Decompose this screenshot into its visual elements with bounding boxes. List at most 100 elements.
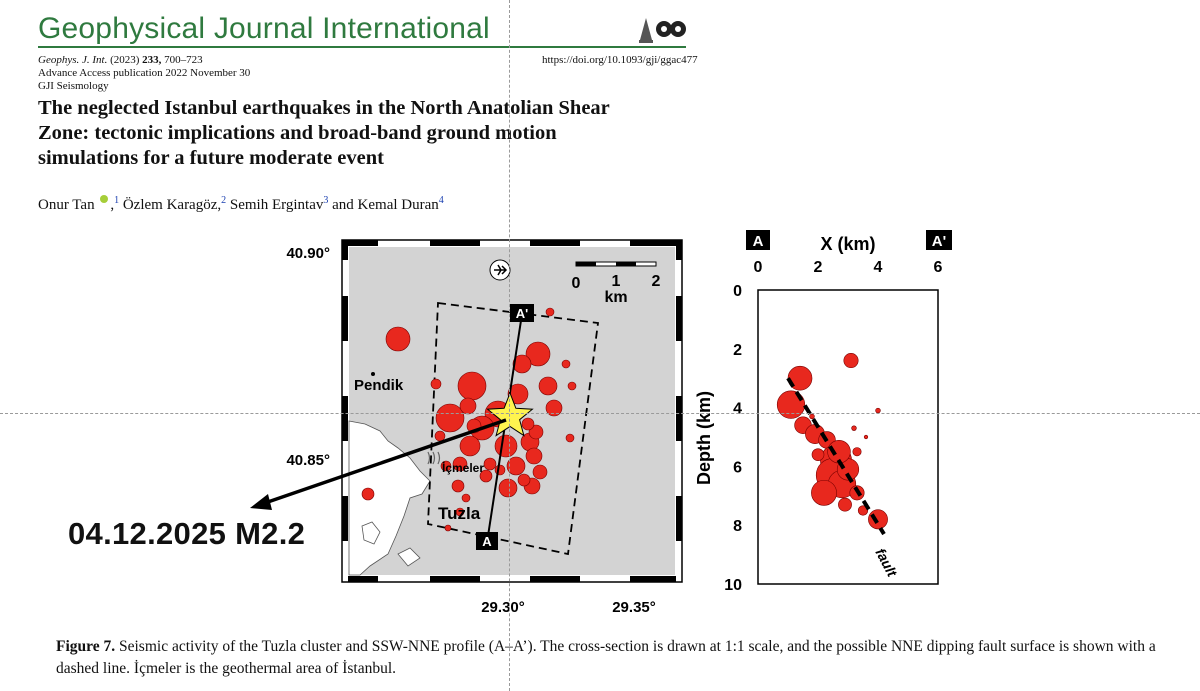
profile-swath: [427, 301, 600, 556]
paper-title: The neglected Istanbul earthquakes in th…: [38, 96, 698, 171]
section-label-right: A': [932, 233, 946, 250]
y-tick-label: 6: [733, 459, 742, 476]
affiliation-ref[interactable]: 4: [438, 195, 444, 206]
x-tick-labels: 0 2 4 6: [754, 259, 943, 276]
map-event-marker: [361, 487, 375, 501]
scale-tick-label: 2: [652, 273, 661, 290]
map-event-marker: [521, 417, 535, 431]
map-event-marker: [455, 507, 465, 517]
depth-cross-section: A A' X (km) 0 2 4 6 0 2 4 6 8 10 Depth (…: [694, 230, 952, 594]
citation-line: Geophys. J. Int. (2023) 233, 700–723: [38, 53, 203, 68]
map-event-marker: [498, 478, 518, 498]
annotation-arrow: [250, 418, 507, 510]
author-name[interactable]: Özlem Karagöz,: [122, 197, 222, 213]
section-label-left: A: [753, 233, 764, 250]
scale-bar: 0 1 2 km: [572, 261, 661, 306]
header-rule: [38, 46, 686, 48]
author-list: Onur Tan ,1 Özlem Karagöz,2 Semih Ergint…: [38, 195, 444, 213]
section-label-box: [926, 230, 952, 250]
place-label-tuzla: Tuzla: [438, 504, 481, 523]
section-event-marker: [868, 509, 888, 530]
map-event-marker: [538, 376, 558, 396]
section-event-marker: [838, 497, 852, 512]
journal-logo-icon: [639, 18, 686, 43]
section-ylabel: Depth (km): [694, 391, 714, 485]
crosshair-horizontal: [0, 413, 1200, 414]
citation-journal: Geophys. J. Int.: [38, 54, 108, 66]
affiliation-ref[interactable]: 1: [114, 195, 120, 206]
orcid-icon[interactable]: [100, 195, 109, 203]
scale-tick-label: 0: [572, 275, 581, 292]
title-line: simulations for a future moderate event: [38, 147, 384, 169]
y-tick-labels: 0 2 4 6 8 10: [724, 283, 742, 594]
map-event-marker: [457, 371, 487, 401]
map-event-marker: [567, 381, 577, 391]
map-event-marker: [528, 424, 544, 440]
place-label-pendik: Pendik: [354, 377, 404, 394]
profile-end-box: [510, 304, 534, 322]
doi-link[interactable]: https://doi.org/10.1093/gji/ggac477: [542, 54, 698, 66]
section-event-marker: [811, 479, 837, 506]
y-tick-label: 4: [733, 401, 742, 418]
x-tick-label: 4: [874, 259, 883, 276]
figure-caption: Figure 7. Seismic activity of the Tuzla …: [56, 636, 1166, 680]
y-tick-label: 10: [724, 577, 742, 594]
map-event-marker: [517, 473, 531, 487]
map-event-marker: [459, 397, 477, 415]
profile-start-label: A: [482, 534, 492, 549]
y-tick-label: 2: [733, 342, 742, 359]
map-event-marker: [435, 403, 465, 433]
journal-name: Geophysical Journal International: [38, 12, 490, 45]
section-event-marker: [852, 447, 862, 457]
fault-line: [786, 377, 886, 536]
map-event-marker: [545, 399, 563, 417]
caption-text: Seismic activity of the Tuzla cluster an…: [56, 638, 1156, 677]
affiliation-ref[interactable]: 3: [323, 195, 329, 206]
journal-section: GJI Seismology: [38, 80, 109, 92]
coastline: [397, 547, 421, 567]
map-event-marker: [507, 383, 529, 405]
map-event-marker: [525, 447, 543, 465]
citation-volume: 233,: [142, 54, 162, 66]
x-tick-label: 6: [934, 259, 943, 276]
citation-pages: 700–723: [164, 54, 203, 66]
section-frame: [757, 289, 939, 585]
section-label-box: [746, 230, 770, 250]
map-event-marker: [545, 307, 555, 317]
lat-label: 40.85°: [286, 452, 330, 469]
map-event-marker: [483, 457, 497, 471]
geothermal-icon: [427, 451, 441, 465]
map-event-marker: [430, 378, 442, 390]
author-name[interactable]: Semih Ergintav: [229, 197, 324, 213]
scale-tick-label: 1: [612, 273, 621, 290]
section-event-marker: [843, 353, 859, 369]
frame-ticks: [342, 240, 682, 582]
profile-start-box: [476, 532, 498, 550]
mainshock-star-icon: [486, 391, 534, 437]
section-event-marker: [863, 434, 869, 440]
caption-label: Figure 7.: [56, 638, 116, 655]
map-event-marker: [459, 435, 481, 457]
map-event-marker: [451, 479, 465, 493]
map-event-marker: [525, 341, 551, 367]
map-event-marker: [452, 456, 468, 472]
crosshair-vertical: [509, 0, 510, 691]
author-name[interactable]: Onur Tan: [38, 197, 95, 213]
map-event-marker: [461, 493, 471, 503]
seismicity-map: 0 1 2 km A' A Pendik İçmeler Tuzla 40.90…: [286, 239, 683, 616]
section-event-marker: [857, 505, 869, 516]
title-line: The neglected Istanbul earthquakes in th…: [38, 97, 610, 119]
map-event-marker: [444, 524, 452, 532]
section-event-marker: [809, 413, 815, 420]
profile-end-label: A': [516, 306, 528, 321]
map-event-marker: [479, 469, 493, 483]
section-events: [776, 353, 888, 530]
lat-label: 40.90°: [286, 245, 330, 262]
map-event-marker: [506, 456, 526, 476]
lon-label: 29.35°: [612, 599, 656, 616]
author-name[interactable]: Kemal Duran: [357, 197, 439, 213]
affiliation-ref[interactable]: 2: [221, 195, 227, 206]
coastline: [361, 521, 381, 545]
x-tick-label: 0: [754, 259, 763, 276]
y-tick-label: 0: [733, 283, 742, 300]
